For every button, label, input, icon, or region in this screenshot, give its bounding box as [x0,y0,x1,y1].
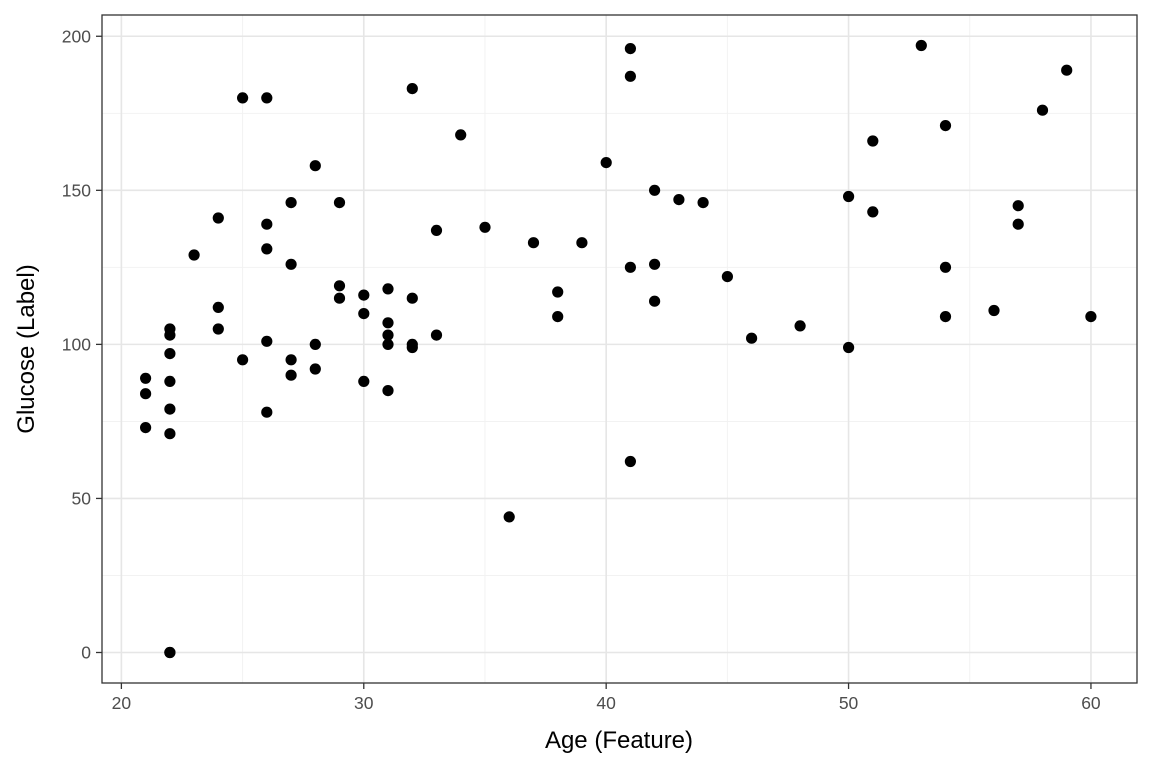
data-point [358,375,370,387]
x-tick-label: 30 [354,693,374,713]
data-point [164,403,176,415]
data-point [406,341,418,354]
data-point [261,335,273,347]
data-point [867,135,879,147]
data-point [649,258,661,270]
data-point [358,308,370,320]
data-point [212,323,224,335]
x-tick-label: 50 [839,693,859,713]
data-point [503,511,515,523]
data-point [1036,104,1049,116]
data-point [261,243,273,255]
data-point [333,197,346,209]
data-point [624,261,637,273]
data-point [479,221,491,233]
data-point [455,129,467,141]
data-point [867,206,879,218]
data-point [430,224,443,236]
data-point [576,237,588,249]
data-point [164,646,176,659]
data-point [261,406,273,418]
data-points [140,39,1097,659]
x-axis-title: Age (Feature) [545,727,693,754]
data-point [552,311,564,323]
data-point [309,363,321,375]
data-point [382,385,394,397]
y-axis-title: Glucose (Label) [13,264,40,433]
data-point [649,184,661,196]
data-point [382,317,394,329]
y-tick-label: 100 [62,334,91,354]
data-point [382,329,394,341]
data-point [237,354,249,366]
data-point [939,120,952,132]
data-point [430,329,443,341]
data-point [988,304,1000,317]
data-point [527,237,540,249]
y-tick-label: 150 [62,180,91,200]
panel-border [101,14,1138,684]
data-point [285,258,297,270]
axis-ticks [96,35,1092,689]
data-point [1012,200,1024,212]
data-point [333,280,346,292]
data-point [600,157,612,169]
data-point [406,83,418,95]
data-point [140,372,152,384]
data-point [358,289,370,301]
data-point [697,197,709,209]
y-tick-label: 200 [62,26,91,46]
data-point [624,455,637,468]
data-point [382,338,394,350]
data-point [939,261,952,273]
data-point [285,369,297,381]
y-tick-label: 0 [81,642,91,662]
data-point [1012,218,1024,230]
data-point [843,341,855,354]
data-point [309,160,321,172]
data-point [140,422,152,434]
data-point [164,375,176,387]
data-point [915,39,927,52]
data-point [406,292,418,304]
data-point [649,295,661,307]
data-point [237,92,249,104]
data-point [333,292,346,304]
data-point [309,338,321,350]
data-point [939,311,952,323]
x-tick-label: 40 [596,693,616,713]
data-point [1061,64,1073,76]
y-tick-label: 50 [72,488,92,508]
data-point [624,43,637,55]
data-point [285,354,297,366]
data-point [285,197,297,209]
axis-tick-labels: 20 30 40 50 60 0 50 100 150 200 [62,26,1101,713]
data-point [721,271,734,283]
data-point [673,194,685,206]
x-tick-label: 20 [112,693,132,713]
x-tick-label: 60 [1081,693,1101,713]
data-point [794,320,806,332]
data-point [261,92,273,104]
data-point [212,212,224,224]
data-point [140,388,152,400]
data-point [212,301,224,313]
data-point [261,218,273,230]
data-point [1085,311,1097,323]
data-point [624,70,637,82]
data-point [164,329,176,341]
data-point [843,190,855,203]
data-point [188,249,200,261]
grid-lines [102,15,1137,683]
data-point [164,428,176,440]
data-point [164,348,176,360]
data-point [746,332,758,344]
data-point [382,283,394,295]
data-point [552,286,564,298]
